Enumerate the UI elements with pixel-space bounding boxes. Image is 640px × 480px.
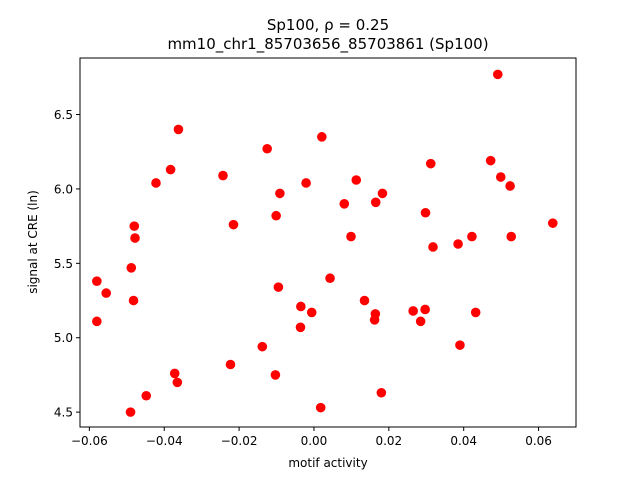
scatter-point — [301, 178, 311, 188]
scatter-point — [125, 407, 136, 417]
chart-title-line1: Sp100, ρ = 0.25 — [267, 16, 389, 34]
x-tick-label: −0.04 — [146, 434, 183, 448]
scatter-point — [130, 233, 140, 243]
scatter-point — [128, 295, 139, 306]
y-tick-label: 6.0 — [54, 182, 73, 196]
scatter-point — [455, 340, 465, 350]
x-tick-label: 0.06 — [525, 434, 552, 448]
scatter-point — [408, 306, 418, 316]
scatter-point — [420, 207, 431, 218]
scatter-point — [359, 295, 370, 306]
scatter-point — [273, 282, 284, 292]
x-axis-label: motif activity — [288, 456, 367, 470]
scatter-point — [492, 69, 503, 80]
scatter-point — [351, 175, 362, 185]
scatter-point — [151, 178, 161, 188]
y-tick-label: 6.5 — [54, 108, 73, 122]
scatter-point — [505, 181, 515, 191]
scatter-point — [126, 262, 137, 273]
scatter-point — [296, 301, 306, 312]
scatter-point — [257, 341, 268, 352]
scatter-point — [225, 359, 236, 370]
scatter-point — [306, 307, 317, 318]
scatter-point — [218, 170, 228, 181]
scatter-point — [275, 188, 285, 199]
data-points — [92, 69, 558, 417]
x-tick-label: 0.04 — [450, 434, 477, 448]
y-tick-label: 5.0 — [54, 331, 73, 345]
y-axis-ticks: 4.5 5.0 5.5 6.0 6.5 — [54, 108, 80, 420]
scatter-point — [165, 164, 176, 175]
scatter-point — [470, 307, 481, 318]
scatter-point — [370, 197, 381, 208]
plot-frame — [79, 57, 577, 428]
scatter-point — [295, 322, 306, 333]
scatter-point — [92, 276, 102, 286]
scatter-point — [141, 390, 152, 401]
scatter-point — [262, 143, 272, 154]
scatter-point — [453, 239, 463, 249]
scatter-point — [339, 199, 350, 209]
scatter-point — [415, 316, 426, 327]
x-axis-ticks: −0.06 −0.04 −0.02 0.00 0.02 0.04 0.06 — [71, 427, 552, 448]
scatter-point — [547, 218, 558, 228]
y-axis-label: signal at CRE (ln) — [26, 190, 40, 294]
scatter-point — [271, 210, 281, 221]
scatter-point — [370, 309, 381, 319]
scatter-point — [377, 188, 388, 199]
scatter-point — [317, 132, 327, 142]
scatter-point — [228, 219, 239, 230]
scatter-point — [376, 387, 387, 398]
scatter-point — [420, 304, 430, 315]
scatter-point — [428, 242, 438, 252]
scatter-point — [425, 158, 436, 169]
x-tick-label: 0.02 — [375, 434, 402, 448]
x-tick-label: −0.06 — [71, 434, 108, 448]
scatter-point — [346, 231, 356, 242]
scatter-point — [101, 288, 112, 298]
scatter-point — [172, 377, 183, 388]
y-tick-label: 4.5 — [54, 406, 73, 420]
scatter-point — [325, 273, 335, 284]
scatter-point — [270, 370, 281, 380]
scatter-point — [506, 231, 517, 242]
scatter-point — [467, 231, 477, 242]
plot-area — [80, 58, 576, 427]
y-tick-label: 5.5 — [54, 257, 73, 271]
scatter-point — [315, 402, 326, 413]
scatter-point — [92, 316, 102, 327]
chart-title-line2: mm10_chr1_85703656_85703861 (Sp100) — [167, 35, 488, 54]
scatter-point — [495, 172, 506, 182]
scatter-point — [169, 368, 180, 379]
x-tick-label: 0.00 — [301, 434, 328, 448]
x-tick-label: −0.02 — [221, 434, 258, 448]
scatter-point — [485, 155, 496, 166]
scatter-point — [129, 221, 140, 231]
scatter-point — [173, 124, 184, 135]
